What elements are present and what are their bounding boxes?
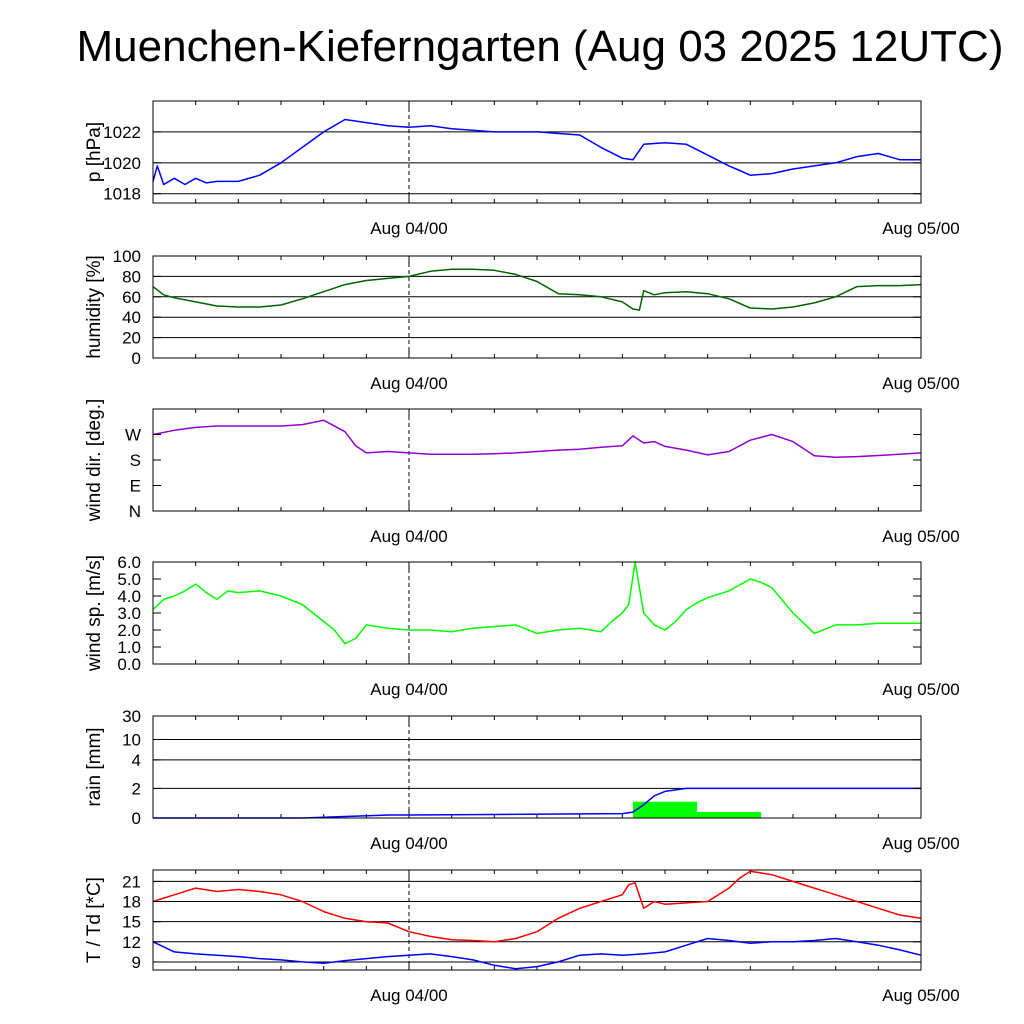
y-tick-label: 20: [122, 329, 141, 348]
y-tick-label: 2.0: [117, 621, 141, 640]
y-tick-label: 0: [132, 349, 141, 368]
humidity-series-0: [152, 268, 922, 311]
x-tick-label: Aug 04/00: [370, 680, 448, 699]
temperature-series-0: [152, 870, 922, 943]
y-tick-label: 40: [122, 308, 141, 327]
rain-panel: 0 2 4 10 30 rain [mm] Aug 04/00 Aug 05/00: [84, 707, 960, 853]
y-axis-label: wind sp. [m/s]: [84, 555, 105, 672]
y-tick-label: 1022: [103, 123, 141, 142]
rain-bar: [697, 812, 761, 818]
plot-frame: [152, 255, 922, 359]
y-tick-label: 1018: [103, 185, 141, 204]
y-tick-label: 4: [132, 751, 141, 770]
y-tick-label: 15: [122, 913, 141, 932]
y-tick-label: 30: [122, 707, 141, 726]
wind-speed-series-0: [152, 561, 921, 645]
x-tick-label: Aug 05/00: [882, 834, 960, 853]
y-tick-label: 60: [122, 288, 141, 307]
rain-bar: [633, 801, 697, 818]
y-axis-label: wind dir. [deg.]: [84, 399, 105, 523]
y-tick-label: 21: [122, 872, 141, 891]
rain-series-0: [153, 787, 921, 819]
y-axis-label: T / Td [*C]: [84, 877, 105, 963]
pressure-series-0: [152, 118, 921, 186]
y-axis-label: rain [mm]: [84, 727, 105, 806]
x-tick-label: Aug 04/00: [370, 219, 448, 238]
y-tick-label: 5.0: [117, 570, 141, 589]
y-tick-label: E: [130, 477, 141, 496]
y-axis-label: humidity [%]: [84, 255, 105, 358]
plot-frame: [152, 561, 922, 665]
wind-speed-panel: 0.01.02.03.04.05.06.0 wind sp. [m/s] Aug 0…: [84, 553, 960, 699]
y-tick-label: 80: [122, 267, 141, 286]
y-tick-label: 3.0: [117, 604, 141, 623]
plot-frame: [152, 100, 922, 204]
x-tick-label: Aug 04/00: [370, 986, 448, 1005]
x-tick-label: Aug 04/00: [370, 374, 448, 393]
wind-direction-series-0: [152, 419, 922, 458]
plot-frame: [152, 715, 922, 819]
y-tick-label: 9: [132, 953, 141, 972]
y-axis-label: p [hPa]: [84, 122, 105, 182]
y-tick-label: S: [130, 451, 141, 470]
x-tick-label: Aug 05/00: [882, 374, 960, 393]
y-tick-label: 1020: [103, 154, 141, 173]
y-tick-label: N: [129, 502, 141, 521]
y-tick-label: 0.0: [117, 655, 141, 674]
x-tick-label: Aug 04/00: [370, 834, 448, 853]
y-tick-label: 0: [132, 809, 141, 828]
y-tick-label: 6.0: [117, 553, 141, 572]
temperature-series-1: [152, 937, 922, 970]
y-tick-label: 12: [122, 933, 141, 952]
x-tick-label: Aug 05/00: [882, 680, 960, 699]
plot-frame: [152, 869, 922, 971]
y-tick-label: 18: [122, 893, 141, 912]
x-tick-label: Aug 05/00: [882, 527, 960, 546]
y-tick-label: W: [125, 426, 141, 445]
plot-frame: [152, 408, 922, 512]
x-tick-label: Aug 05/00: [882, 219, 960, 238]
y-tick-label: 4.0: [117, 587, 141, 606]
x-tick-label: Aug 05/00: [882, 986, 960, 1005]
y-tick-label: 100: [113, 247, 141, 266]
y-tick-label: 2: [132, 779, 141, 798]
page-title: Muenchen-Kieferngarten (Aug 03 2025 12UT…: [76, 22, 1004, 71]
y-tick-label: 10: [122, 730, 141, 749]
x-tick-label: Aug 04/00: [370, 527, 448, 546]
y-tick-label: 1.0: [117, 638, 141, 657]
